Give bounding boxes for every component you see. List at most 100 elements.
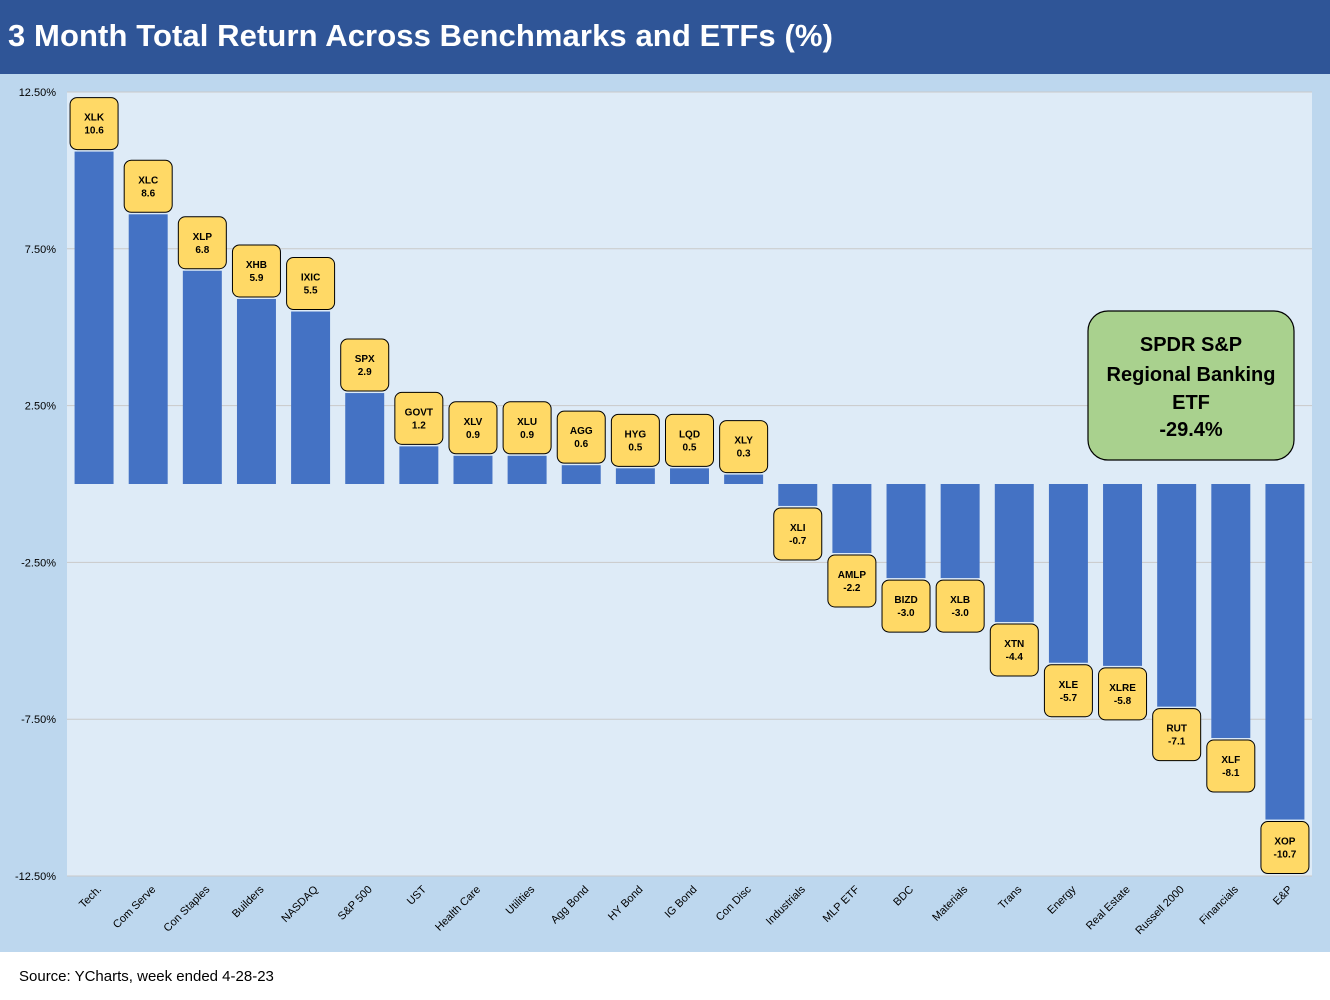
data-label-ticker: XTN	[1004, 639, 1024, 650]
bar	[74, 151, 114, 485]
bar-chart: 12.50% 7.50% 2.50% -2.50% -7.50% -12.50% XLK 10…	[15, 87, 1312, 937]
data-label-ticker: XLV	[464, 417, 483, 428]
data-label: XLC 8.6	[123, 159, 173, 213]
data-label-box	[123, 159, 173, 213]
callout-line: -29.4%	[1159, 419, 1223, 441]
data-label: IXIC 5.5	[286, 257, 336, 311]
y-tick-label: 2.50%	[25, 401, 56, 413]
y-tick-label: -12.50%	[15, 871, 56, 883]
data-label: HYG 0.5	[610, 413, 660, 467]
chart-panel: 12.50% 7.50% 2.50% -2.50% -7.50% -12.50% XLK 10…	[0, 74, 1330, 952]
data-label-box	[665, 413, 714, 467]
bar	[940, 484, 980, 579]
data-label-box	[231, 244, 281, 298]
x-tick-label: Energy	[1045, 883, 1078, 916]
data-label-ticker: XLY	[734, 436, 753, 447]
data-label-box	[69, 97, 119, 151]
bar	[399, 446, 439, 484]
bar	[1265, 484, 1305, 820]
x-tick-label: Trans	[996, 883, 1024, 911]
data-label-value: 0.9	[520, 430, 534, 441]
x-tick-label: Utilities	[504, 883, 538, 917]
data-label-box	[1098, 667, 1148, 721]
data-label-ticker: XLU	[517, 417, 537, 428]
data-label: BIZD -3.0	[881, 579, 931, 633]
data-label: AMLP -2.2	[827, 554, 877, 608]
data-label-value: -7.1	[1168, 737, 1186, 748]
data-label-ticker: XLF	[1221, 755, 1240, 766]
data-label-value: -4.4	[1006, 652, 1024, 663]
y-tick-label: 12.50%	[19, 87, 57, 99]
data-label-ticker: XLI	[790, 523, 806, 534]
data-label-ticker: XLP	[193, 232, 213, 243]
callout: SPDR S&P Regional Banking ETF -29.4%	[1087, 310, 1295, 461]
data-label-value: 5.5	[304, 286, 318, 297]
data-label-box	[935, 579, 985, 633]
bar	[291, 311, 331, 484]
data-label-box	[989, 623, 1039, 677]
data-label-box	[340, 338, 390, 392]
data-label-ticker: XLE	[1059, 680, 1079, 691]
data-label-ticker: XLRE	[1109, 683, 1136, 694]
x-tick-label: Agg Bond	[549, 884, 592, 927]
data-label: XHB 5.9	[231, 244, 281, 298]
data-label: XLI -0.7	[773, 507, 823, 561]
data-label-box	[1260, 821, 1310, 875]
data-label-value: -10.7	[1274, 850, 1297, 861]
data-label-box	[1152, 708, 1202, 762]
data-label-ticker: HYG	[625, 429, 647, 440]
x-tick-label: UST	[405, 883, 429, 907]
data-label-value: -5.7	[1060, 693, 1078, 704]
x-tick-label: Russell 2000	[1133, 884, 1186, 937]
data-label: XLY 0.3	[719, 420, 769, 474]
data-label-value: 1.2	[412, 420, 426, 431]
data-label-value: -3.0	[952, 608, 970, 619]
data-label: XLF -8.1	[1206, 739, 1256, 793]
x-tick-label: Con Disc	[714, 883, 754, 923]
callout-line: Regional Banking	[1107, 364, 1276, 386]
data-label-box	[1043, 664, 1093, 718]
data-label-ticker: GOVT	[405, 407, 433, 418]
x-tick-label: Real Estate	[1084, 884, 1133, 933]
data-label-value: 5.9	[250, 273, 264, 284]
x-tick-label: S&P 500	[336, 884, 375, 923]
data-label-value: -3.0	[897, 608, 915, 619]
bar	[453, 455, 493, 484]
data-label: XTN -4.4	[989, 623, 1039, 677]
data-label-box	[1206, 739, 1256, 793]
data-label-value: 2.9	[358, 367, 372, 378]
data-label-box	[610, 413, 660, 467]
data-label-ticker: AMLP	[838, 570, 867, 581]
data-label-box	[827, 554, 877, 608]
data-label-ticker: SPX	[355, 354, 375, 365]
bar	[236, 298, 276, 484]
bar	[1048, 484, 1088, 663]
x-tick-label: Financials	[1197, 883, 1241, 927]
bar	[670, 468, 709, 484]
data-label: XLV 0.9	[448, 401, 498, 455]
footer: Source: YCharts, week ended 4-28-23	[0, 952, 1330, 1000]
data-label-box	[556, 410, 606, 464]
data-label-box	[502, 401, 552, 455]
data-label-box	[394, 391, 444, 445]
data-label: RUT -7.1	[1152, 708, 1202, 762]
data-label-box	[773, 507, 823, 561]
x-tick-label: Industrials	[764, 883, 808, 927]
bar	[724, 474, 764, 484]
data-label-value: 0.9	[466, 430, 480, 441]
data-label-value: 0.5	[683, 442, 697, 453]
data-label: AGG 0.6	[556, 410, 606, 464]
data-label: XLU 0.9	[502, 401, 552, 455]
chart-title: 3 Month Total Return Across Benchmarks a…	[8, 18, 833, 53]
y-tick-label: -2.50%	[21, 557, 56, 569]
data-label-value: 0.3	[737, 449, 751, 460]
data-label: XLE -5.7	[1043, 664, 1093, 718]
x-tick-label: MLP ETF	[821, 883, 862, 924]
callout-box	[1087, 310, 1295, 461]
bar	[1157, 484, 1197, 707]
data-label-ticker: XOP	[1274, 837, 1295, 848]
data-label-ticker: AGG	[570, 426, 593, 437]
x-tick-label: NASDAQ	[279, 883, 321, 925]
data-label-ticker: RUT	[1166, 724, 1187, 735]
data-label: XOP -10.7	[1260, 821, 1310, 875]
